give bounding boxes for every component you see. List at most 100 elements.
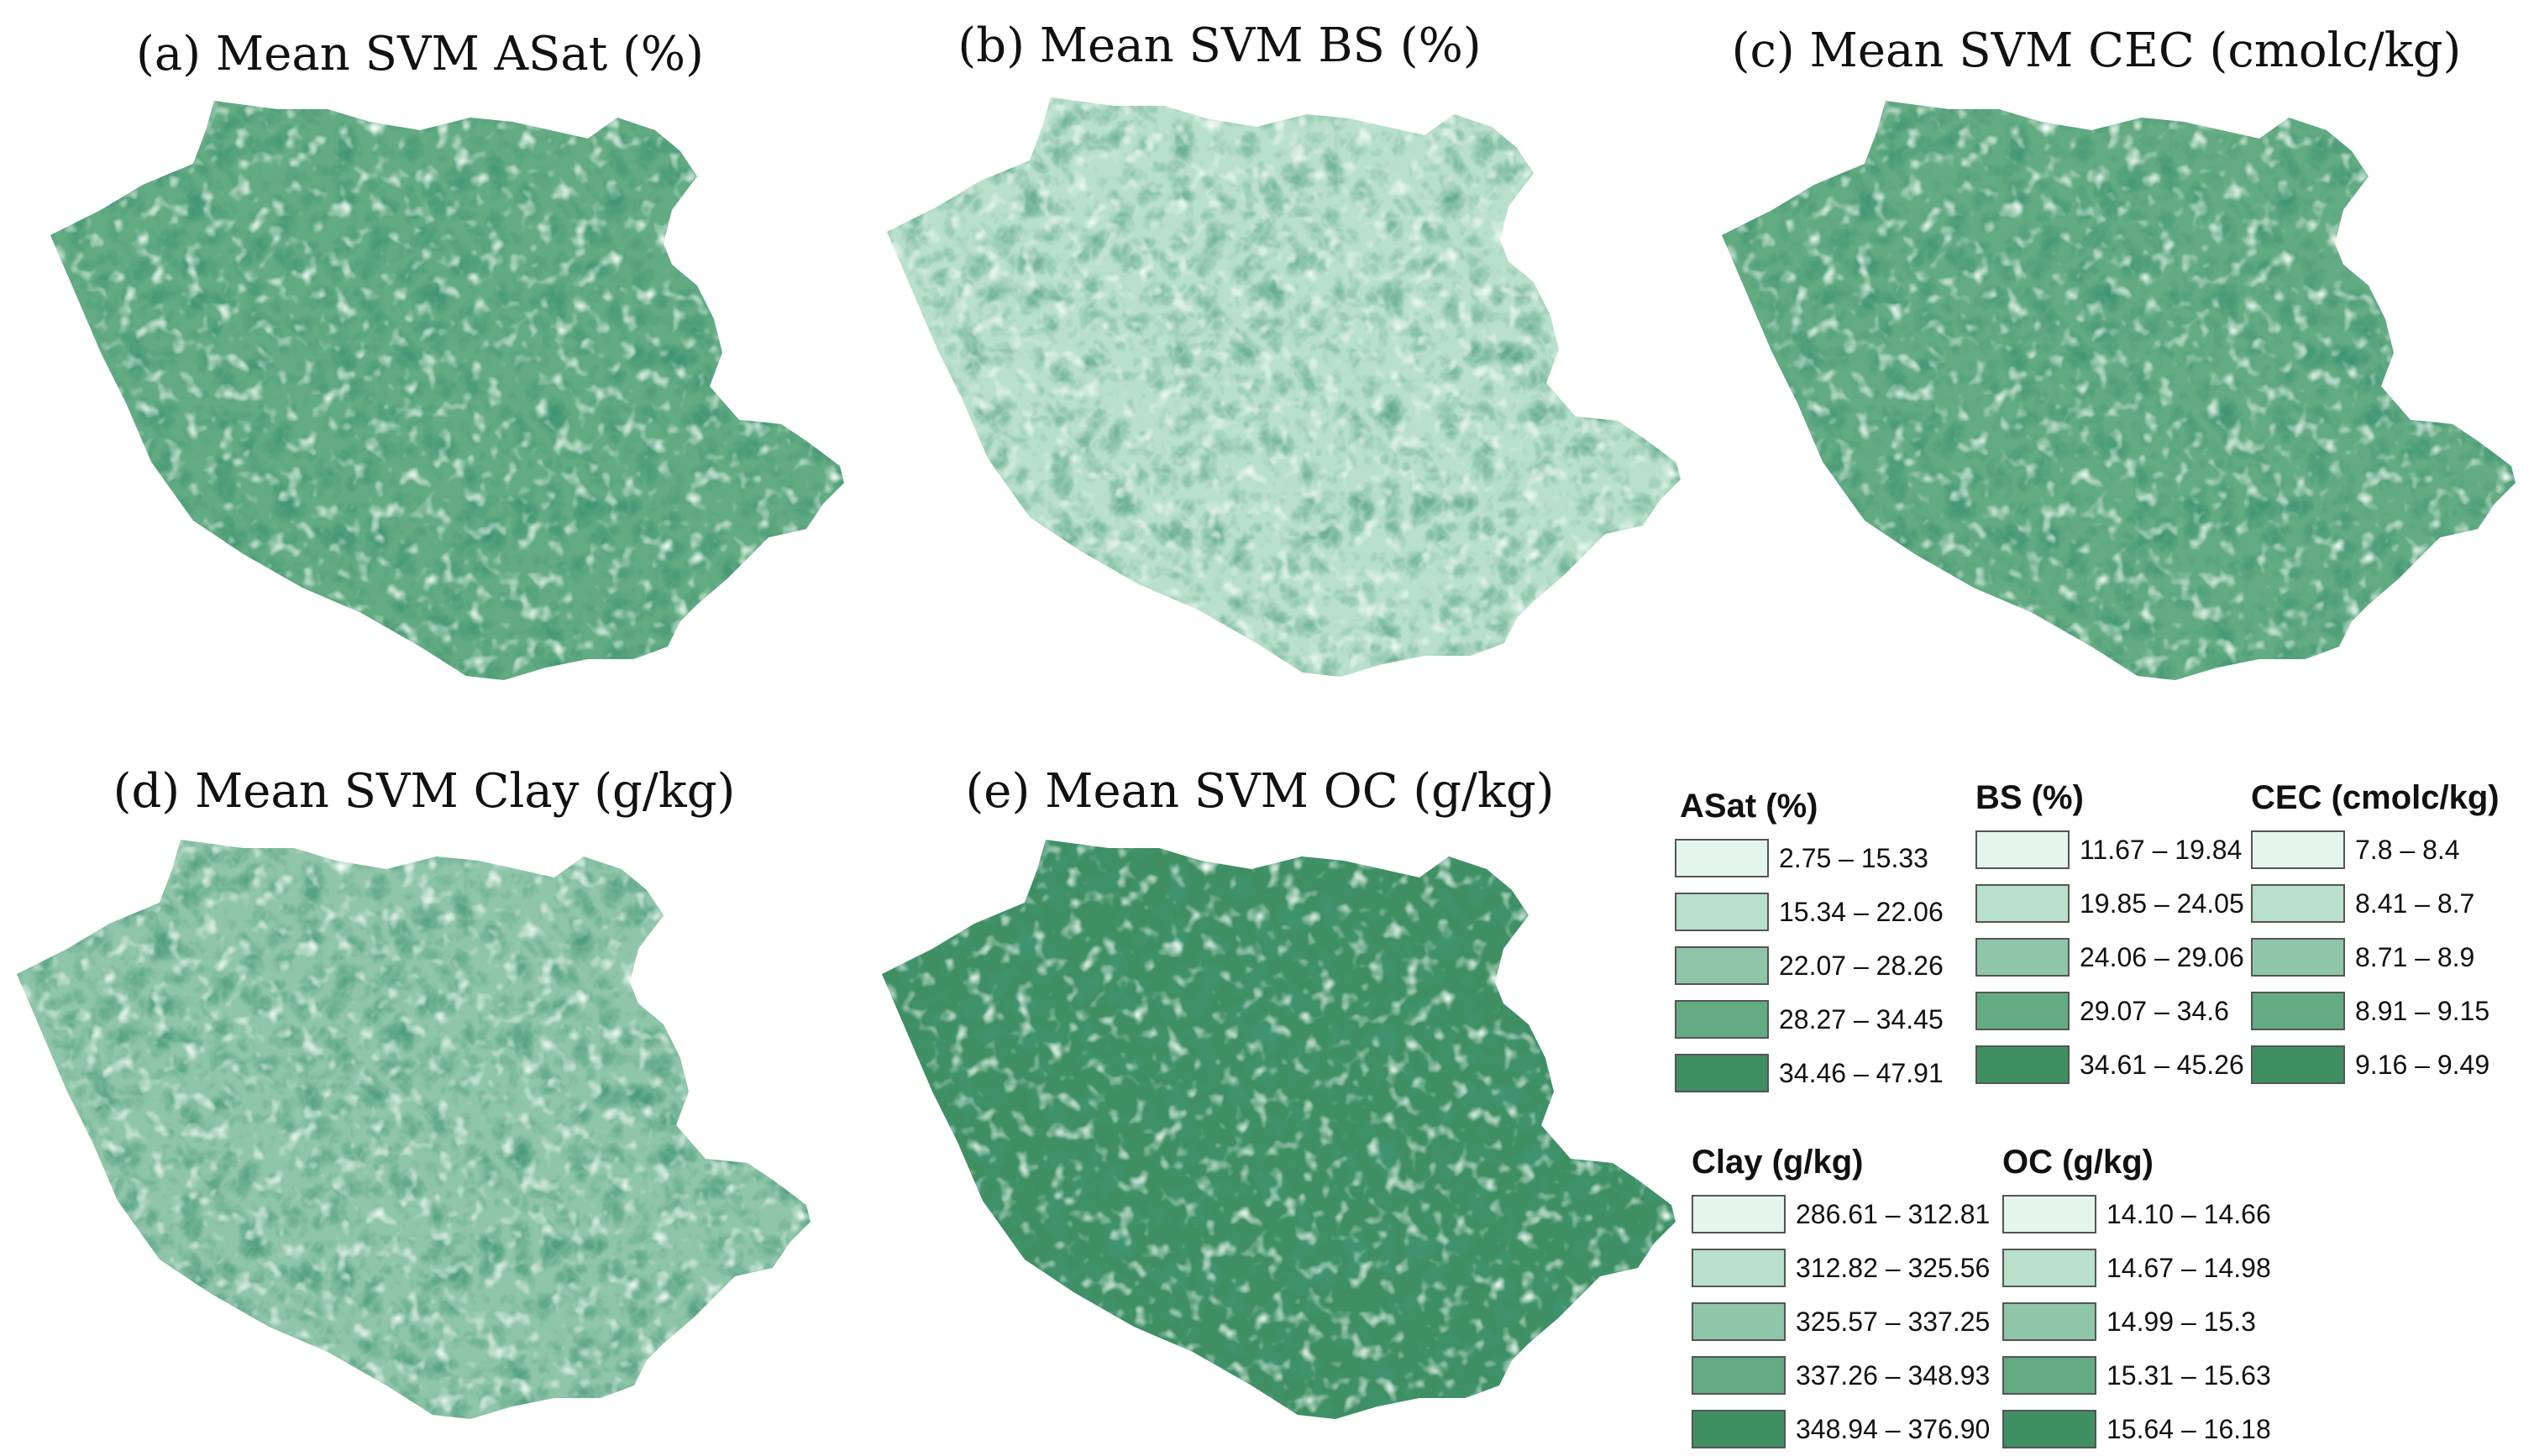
legend-row: 8.91 – 9.15 bbox=[2251, 984, 2500, 1038]
relief-highlight-c bbox=[1722, 101, 2516, 680]
panel-title-b: (b) Mean SVM BS (%) bbox=[957, 18, 1482, 73]
legend-range-label: 22.07 – 28.26 bbox=[1779, 950, 1944, 981]
legend-range-label: 34.46 – 47.91 bbox=[1779, 1057, 1944, 1088]
legend-row: 2.75 – 15.33 bbox=[1675, 831, 1944, 885]
relief-highlight-b bbox=[887, 97, 1681, 677]
legend-bs: BS (%) 11.67 – 19.84 19.85 – 24.05 24.06… bbox=[1975, 773, 2244, 1092]
legend-range-label: 15.64 – 16.18 bbox=[2106, 1413, 2271, 1444]
legend-cec: CEC (cmolc/kg) 7.8 – 8.4 8.41 – 8.7 8.71… bbox=[2251, 773, 2500, 1092]
legend-row: 14.99 – 15.3 bbox=[2002, 1295, 2271, 1349]
legend-title-cec: CEC (cmolc/kg) bbox=[2251, 779, 2500, 816]
legend-row: 15.64 – 16.18 bbox=[2002, 1402, 2271, 1456]
legend-title-asat: ASat (%) bbox=[1680, 788, 1818, 825]
legend-range-label: 15.31 – 15.63 bbox=[2106, 1359, 2271, 1391]
legend-range-label: 11.67 – 19.84 bbox=[2080, 834, 2243, 865]
legend-range-label: 337.26 – 348.93 bbox=[1796, 1359, 1991, 1391]
legend-title-clay: Clay (g/kg) bbox=[1692, 1144, 1864, 1181]
legend-swatch bbox=[1675, 1054, 1769, 1092]
legend-swatch bbox=[1975, 938, 2070, 977]
legend-swatch bbox=[1675, 946, 1769, 985]
legend-range-label: 24.06 – 29.06 bbox=[2080, 941, 2244, 972]
legend-range-label: 19.85 – 24.05 bbox=[2080, 888, 2244, 919]
legend-row: 11.67 – 19.84 bbox=[1975, 823, 2244, 877]
legend-row: 9.16 – 9.49 bbox=[2251, 1038, 2500, 1092]
legend-range-label: 286.61 – 312.81 bbox=[1796, 1198, 1991, 1229]
legend-row: 24.06 – 29.06 bbox=[1975, 930, 2244, 984]
legend-row: 34.61 – 45.26 bbox=[1975, 1038, 2244, 1092]
legend-range-label: 9.16 – 9.49 bbox=[2355, 1049, 2490, 1080]
legend-row: 8.71 – 8.9 bbox=[2251, 930, 2500, 984]
legend-swatch bbox=[2251, 938, 2345, 977]
legend-swatch bbox=[1975, 884, 2070, 923]
legend-swatch bbox=[1675, 839, 1769, 877]
legend-oc: OC (g/kg) 14.10 – 14.66 14.67 – 14.98 14… bbox=[2002, 1137, 2271, 1456]
legend-swatch bbox=[2251, 884, 2345, 923]
legend-swatch bbox=[1692, 1356, 1786, 1395]
legend-range-label: 14.99 – 15.3 bbox=[2106, 1306, 2256, 1337]
legend-row: 28.27 – 34.45 bbox=[1675, 992, 1944, 1046]
legend-swatch bbox=[1692, 1302, 1786, 1341]
legend-swatch bbox=[2251, 1045, 2345, 1084]
legend-range-label: 8.71 – 8.9 bbox=[2355, 941, 2475, 972]
legend-row: 286.61 – 312.81 bbox=[1692, 1187, 1990, 1241]
panel-title-c: (c) Mean SVM CEC (cmolc/kg) bbox=[1731, 24, 2462, 78]
legend-range-label: 8.41 – 8.7 bbox=[2355, 888, 2475, 919]
relief-highlight-e bbox=[882, 840, 1676, 1419]
legend-swatch bbox=[2002, 1356, 2096, 1395]
legend-swatch bbox=[1975, 992, 2070, 1030]
legend-range-label: 2.75 – 15.33 bbox=[1779, 842, 1928, 873]
legend-asat: ASat (%) 2.75 – 15.33 15.34 – 22.06 22.0… bbox=[1675, 781, 1944, 1100]
legend-swatch bbox=[2002, 1249, 2096, 1287]
legend-swatch bbox=[1692, 1195, 1786, 1233]
legend-swatch bbox=[1675, 893, 1769, 931]
legend-row: 14.10 – 14.66 bbox=[2002, 1187, 2271, 1241]
legend-row: 15.34 – 22.06 bbox=[1675, 885, 1944, 939]
legend-range-label: 325.57 – 337.25 bbox=[1796, 1306, 1991, 1337]
legend-swatch bbox=[1675, 1000, 1769, 1039]
legend-row: 22.07 – 28.26 bbox=[1675, 939, 1944, 992]
map-panel-c bbox=[1722, 101, 2516, 680]
panel-title-d: (d) Mean SVM Clay (g/kg) bbox=[113, 764, 736, 819]
legend-swatch bbox=[1692, 1410, 1786, 1448]
map-panel-e bbox=[882, 840, 1676, 1419]
legend-swatch bbox=[2002, 1302, 2096, 1341]
legend-range-label: 14.67 – 14.98 bbox=[2106, 1252, 2271, 1283]
legend-swatch bbox=[2251, 830, 2345, 869]
legend-row: 337.26 – 348.93 bbox=[1692, 1349, 1990, 1402]
legend-range-label: 348.94 – 376.90 bbox=[1796, 1413, 1991, 1444]
legend-range-label: 312.82 – 325.56 bbox=[1796, 1252, 1991, 1283]
legend-title-oc: OC (g/kg) bbox=[2002, 1144, 2154, 1181]
panel-title-e: (e) Mean SVM OC (g/kg) bbox=[965, 764, 1555, 819]
legend-row: 8.41 – 8.7 bbox=[2251, 877, 2500, 930]
legend-row: 7.8 – 8.4 bbox=[2251, 823, 2500, 877]
relief-highlight-d bbox=[17, 840, 811, 1419]
legend-swatch bbox=[1692, 1249, 1786, 1287]
legend-range-label: 29.07 – 34.6 bbox=[2080, 995, 2229, 1026]
legend-swatch bbox=[1975, 1045, 2070, 1084]
legend-title-bs: BS (%) bbox=[1975, 779, 2084, 816]
legend-row: 312.82 – 325.56 bbox=[1692, 1241, 1990, 1295]
legend-range-label: 34.61 – 45.26 bbox=[2080, 1049, 2244, 1080]
panel-title-a: (a) Mean SVM ASat (%) bbox=[136, 27, 704, 81]
legend-swatch bbox=[2002, 1410, 2096, 1448]
map-panel-d bbox=[17, 840, 811, 1419]
legend-swatch bbox=[2251, 992, 2345, 1030]
legend-range-label: 28.27 – 34.45 bbox=[1779, 1003, 1944, 1034]
legend-row: 15.31 – 15.63 bbox=[2002, 1349, 2271, 1402]
legend-swatch bbox=[2002, 1195, 2096, 1233]
legend-clay: Clay (g/kg) 286.61 – 312.81 312.82 – 325… bbox=[1692, 1137, 1990, 1456]
map-panel-a bbox=[50, 101, 844, 680]
legend-range-label: 14.10 – 14.66 bbox=[2106, 1198, 2271, 1229]
legend-row: 19.85 – 24.05 bbox=[1975, 877, 2244, 930]
legend-range-label: 8.91 – 9.15 bbox=[2355, 995, 2490, 1026]
legend-range-label: 15.34 – 22.06 bbox=[1779, 896, 1944, 927]
legend-range-label: 7.8 – 8.4 bbox=[2355, 834, 2460, 865]
legend-row: 14.67 – 14.98 bbox=[2002, 1241, 2271, 1295]
legend-row: 348.94 – 376.90 bbox=[1692, 1402, 1990, 1456]
map-panel-b bbox=[887, 97, 1681, 677]
legend-row: 29.07 – 34.6 bbox=[1975, 984, 2244, 1038]
legend-row: 325.57 – 337.25 bbox=[1692, 1295, 1990, 1349]
legend-row: 34.46 – 47.91 bbox=[1675, 1046, 1944, 1100]
relief-highlight-a bbox=[50, 101, 844, 680]
